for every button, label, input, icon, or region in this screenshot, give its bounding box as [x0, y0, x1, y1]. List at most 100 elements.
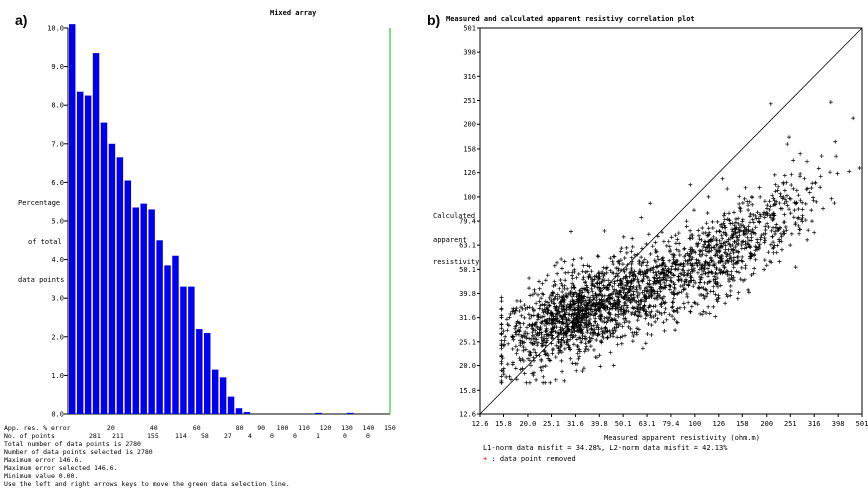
scatter-point [637, 307, 642, 312]
scatter-point [577, 312, 582, 317]
scatter-point [574, 337, 579, 342]
scatter-point [619, 267, 624, 272]
scatter-point [578, 320, 583, 325]
scatter-point [783, 197, 788, 202]
scatter-point [714, 271, 719, 276]
scatter-point [779, 234, 784, 239]
scatter-point [602, 329, 607, 333]
scatter-point [721, 263, 726, 268]
scatter-point [599, 339, 604, 344]
scatter-point [527, 286, 532, 291]
scatter-point [608, 268, 613, 273]
scatter-point [539, 335, 544, 340]
scatter-point [501, 329, 506, 334]
scatter-point [602, 293, 607, 298]
scatter-point [713, 314, 718, 319]
scatter-point [793, 221, 798, 226]
scatter-point [667, 244, 672, 249]
scatter-point [645, 281, 650, 286]
scatter-point [736, 216, 741, 221]
scatter-point [736, 241, 741, 246]
scatter-point [661, 266, 666, 271]
scatter-point [800, 213, 805, 218]
scatter-point [691, 278, 696, 283]
scatter-point [729, 259, 734, 264]
histogram-bar [211, 369, 219, 414]
scatter-point [748, 256, 753, 261]
scatter-point [570, 276, 575, 281]
scatter-axes [479, 27, 863, 415]
scatter-point [540, 281, 545, 286]
scatter-point [788, 243, 793, 248]
scatter-point [555, 292, 560, 297]
scatter-point [499, 361, 504, 366]
scatter-point [518, 325, 523, 330]
scatter-point [703, 260, 708, 265]
scatter-point [514, 321, 519, 326]
scatter-point [638, 314, 643, 319]
scatter-point [768, 215, 773, 220]
scatter-point [556, 350, 561, 355]
scatter-point [673, 266, 678, 271]
scatter-point [777, 259, 782, 264]
scatter-point [647, 303, 652, 308]
scatter-point [596, 327, 601, 332]
scatter-point [733, 261, 738, 266]
scatter-point [634, 300, 639, 305]
scatter-point [648, 201, 653, 206]
scatter-point [664, 317, 669, 322]
scatter-point [595, 333, 600, 338]
scatter-point [674, 247, 679, 252]
scatter-point [510, 362, 515, 367]
scatter-point [538, 315, 543, 320]
scatter-point [811, 198, 816, 203]
scatter-point [771, 240, 776, 245]
scatter-point [587, 335, 592, 340]
scatter-point [677, 252, 682, 257]
scatter-x-tick-label: 63.1 [639, 420, 656, 428]
scatter-point [723, 301, 728, 306]
scatter-point [678, 305, 683, 310]
scatter-point [570, 273, 575, 278]
scatter-point [537, 279, 542, 284]
left-ylabel-line-1: Percentage [18, 199, 61, 207]
scatter-point [677, 290, 682, 295]
scatter-point [639, 297, 644, 302]
scatter-point [576, 298, 581, 303]
scatter-point [563, 315, 568, 320]
scatter-point [580, 331, 585, 336]
scatter-point [670, 304, 675, 309]
scatter-point [772, 172, 777, 177]
scatter-point [687, 280, 692, 285]
scatter-point [570, 335, 575, 340]
scatter-point [570, 324, 575, 329]
scatter-point [686, 300, 691, 305]
scatter-point [562, 346, 567, 351]
scatter-point [652, 279, 657, 284]
scatter-point [608, 256, 613, 261]
scatter-point [747, 220, 752, 225]
scatter-point [568, 299, 573, 304]
scatter-point [681, 273, 686, 278]
scatter-point [701, 286, 706, 291]
scatter-point [626, 287, 631, 292]
scatter-point [807, 190, 812, 195]
scatter-point [543, 352, 548, 357]
scatter-point [615, 335, 620, 340]
scatter-point [774, 199, 779, 204]
scatter-point [746, 208, 751, 213]
scatter-point [538, 365, 543, 370]
scatter-point [531, 342, 536, 347]
scatter-point [655, 254, 660, 259]
scatter-point [604, 265, 609, 270]
scatter-point [550, 326, 555, 331]
scatter-point [707, 230, 712, 235]
scatter-point [545, 321, 550, 326]
scatter-point [764, 206, 769, 211]
scatter-point [707, 249, 712, 254]
scatter-point [604, 270, 609, 275]
scatter-point [542, 349, 547, 354]
scatter-point [570, 263, 575, 268]
scatter-point [632, 277, 637, 282]
